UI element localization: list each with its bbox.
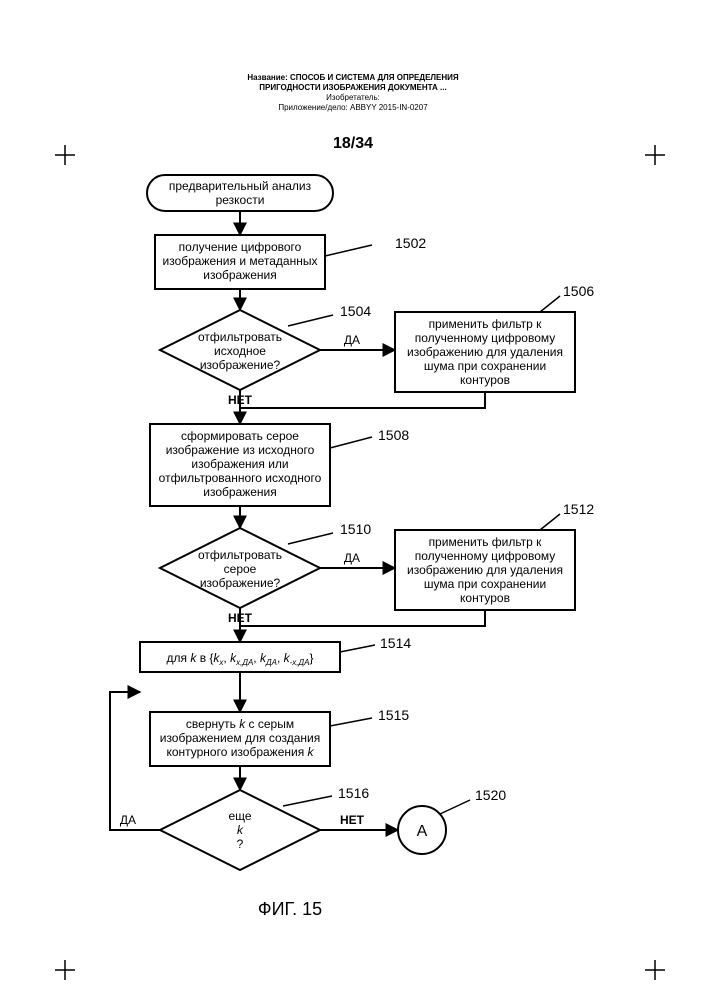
p1506-l3: изображению для удаления bbox=[407, 345, 563, 359]
hdr-line4: Приложение/дело: ABBYY 2015-IN-0207 bbox=[278, 103, 428, 112]
ref-1502: 1502 bbox=[395, 235, 426, 251]
p1506-l5: контуров bbox=[460, 373, 510, 387]
p1515-l3: контурного изображения k bbox=[166, 745, 314, 759]
p1508-l4: отфильтрованного исходного bbox=[159, 471, 322, 485]
p1512-l2: полученному цифровому bbox=[415, 549, 556, 563]
ref-1515: 1515 bbox=[378, 707, 409, 723]
connector-a-label: A bbox=[417, 823, 428, 840]
hdr-line3: Изобретатель: bbox=[326, 93, 380, 102]
hdr-line2: ПРИГОДНОСТИ ИЗОБРАЖЕНИЯ ДОКУМЕНТА ... bbox=[259, 83, 446, 92]
no-1510: НЕТ bbox=[228, 611, 253, 625]
p1508-l1: сформировать серое bbox=[181, 429, 299, 443]
ref-1508: 1508 bbox=[378, 427, 409, 443]
hdr-line1: Название: СПОСОБ И СИСТЕМА ДЛЯ ОПРЕДЕЛЕН… bbox=[247, 73, 459, 82]
d1510-l2: серое bbox=[224, 562, 257, 576]
ref-1510: 1510 bbox=[340, 521, 371, 537]
p1506-l4: шума при сохранении bbox=[424, 359, 546, 373]
p1508-l2: изображение из исходного bbox=[166, 443, 315, 457]
p1515-l1: свернуть k с серым bbox=[186, 717, 294, 731]
p1508-l5: изображения bbox=[203, 485, 277, 499]
p1512-l5: контуров bbox=[460, 591, 510, 605]
ref-1516: 1516 bbox=[338, 785, 369, 801]
d1516-k: k bbox=[237, 823, 244, 837]
page-number: 18/34 bbox=[333, 135, 373, 152]
yes-1510: ДА bbox=[344, 551, 360, 565]
p1512-l1: применить фильтр к bbox=[429, 535, 543, 549]
p1512-l4: шума при сохранении bbox=[424, 577, 546, 591]
no-1504: НЕТ bbox=[228, 393, 253, 407]
ref-1520: 1520 bbox=[475, 787, 506, 803]
yes-1504: ДА bbox=[344, 333, 360, 347]
p1506-l1: применить фильтр к bbox=[429, 317, 543, 331]
d1504-l2: исходное bbox=[214, 344, 266, 358]
d1504-l1: отфильтровать bbox=[198, 330, 282, 344]
d1510-l3: изображение? bbox=[200, 576, 281, 590]
d1504-l3: изображение? bbox=[200, 358, 281, 372]
p1508-l3: изображения или bbox=[191, 457, 288, 471]
header: Название: СПОСОБ И СИСТЕМА ДЛЯ ОПРЕДЕЛЕН… bbox=[247, 73, 459, 152]
p1506-l2: полученному цифровому bbox=[415, 331, 556, 345]
no-1516: НЕТ bbox=[340, 813, 365, 827]
yes-1516: ДА bbox=[120, 813, 136, 827]
ref-1506: 1506 bbox=[563, 283, 594, 299]
d1516-q: ? bbox=[237, 837, 244, 851]
p1502-l2: изображения и метаданных bbox=[163, 254, 318, 268]
ref-1512: 1512 bbox=[563, 501, 594, 517]
start-l2: резкости bbox=[216, 193, 265, 207]
d1516-l1: еще bbox=[228, 809, 251, 823]
p1502-l3: изображения bbox=[203, 268, 277, 282]
p1515-l2: изображением для создания bbox=[160, 731, 321, 745]
figure-caption: ФИГ. 15 bbox=[258, 899, 322, 919]
p1502-l1: получение цифрового bbox=[179, 240, 302, 254]
d1510-l1: отфильтровать bbox=[198, 548, 282, 562]
p1512-l3: изображению для удаления bbox=[407, 563, 563, 577]
start-l1: предварительный анализ bbox=[169, 179, 312, 193]
p1514: для k в {kx, kx,ДА, kДА, k-x,ДА} bbox=[167, 651, 314, 667]
ref-1504: 1504 bbox=[340, 303, 371, 319]
ref-1514: 1514 bbox=[380, 635, 411, 651]
